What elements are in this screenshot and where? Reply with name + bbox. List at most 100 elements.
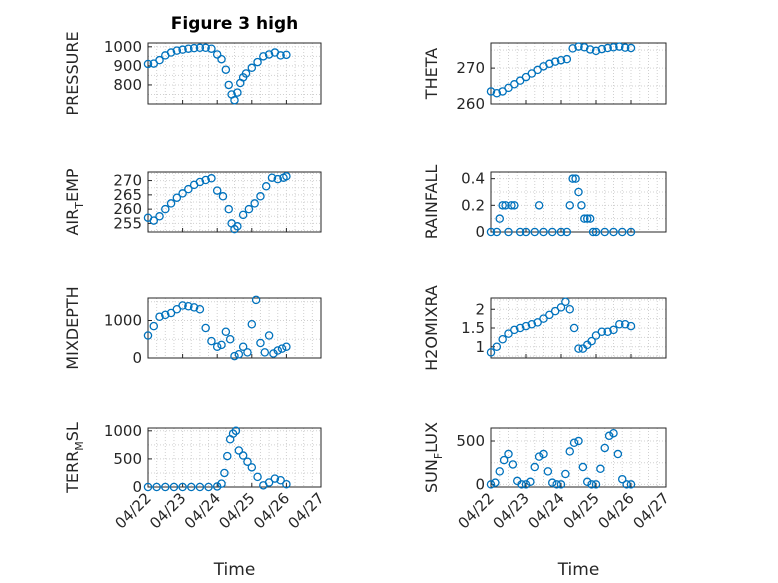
data-point <box>161 204 170 214</box>
data-point <box>597 327 607 336</box>
data-point <box>260 348 270 357</box>
data-point <box>178 189 187 198</box>
data-point <box>504 329 513 338</box>
data-point <box>574 436 583 446</box>
data-point <box>189 303 199 312</box>
data-point <box>217 340 226 350</box>
y-tick-label: 900 <box>113 57 142 75</box>
data-point <box>568 174 577 183</box>
data-point <box>243 348 252 357</box>
y-tick-label: 1 <box>475 338 485 356</box>
data-point <box>626 227 636 237</box>
data-point <box>184 44 193 53</box>
y-axis-label: H2OMIXRA <box>422 285 441 371</box>
x-tick-label: 04/26 <box>250 489 293 532</box>
y-tick-label: 1000 <box>104 422 142 440</box>
data-point <box>615 42 624 51</box>
data-point <box>244 204 254 214</box>
data-point <box>515 227 525 237</box>
x-tick-label: 04/25 <box>215 489 258 532</box>
data-point <box>149 321 159 331</box>
data-point <box>498 201 507 210</box>
data-point <box>220 468 229 478</box>
data-point <box>195 177 205 187</box>
data-point <box>510 201 519 210</box>
data-point <box>539 314 548 323</box>
data-point <box>550 57 560 66</box>
data-point <box>166 308 176 318</box>
data-point <box>178 301 187 310</box>
data-point <box>510 325 519 335</box>
y-tick-label: 500 <box>456 432 485 450</box>
data-point <box>233 222 242 231</box>
data-point <box>247 463 257 472</box>
data-point <box>282 342 291 351</box>
data-point <box>201 43 210 53</box>
data-point <box>620 43 630 52</box>
data-point <box>243 457 252 466</box>
data-point <box>591 227 601 237</box>
data-point <box>247 63 257 73</box>
data-point <box>597 44 607 54</box>
data-point <box>545 310 554 320</box>
data-point <box>212 186 222 195</box>
data-point <box>577 201 586 210</box>
data-point <box>282 50 291 60</box>
data-point <box>234 446 244 455</box>
y-tick-label: 265 <box>113 186 142 204</box>
data-point <box>184 301 193 311</box>
data-point <box>230 224 239 234</box>
data-point <box>603 43 612 53</box>
data-point <box>172 46 182 55</box>
data-point <box>561 297 570 306</box>
data-point <box>238 451 248 460</box>
data-point <box>234 349 244 359</box>
x-tick-label: 04/25 <box>560 489 603 532</box>
subplot-7: 0500100004/2204/2304/2404/2504/2604/27Ti… <box>104 422 328 580</box>
data-point <box>534 452 544 461</box>
axes-box <box>490 171 667 233</box>
y-tick-label: 0.4 <box>461 170 485 188</box>
data-point <box>574 187 583 197</box>
y-axis-label: PRESSURE <box>63 31 82 115</box>
data-point <box>562 54 572 64</box>
data-point <box>204 482 213 492</box>
data-point <box>486 87 496 96</box>
x-tick-label: 04/23 <box>490 489 533 532</box>
data-point <box>233 88 242 97</box>
data-point <box>504 227 513 237</box>
data-point <box>273 174 282 184</box>
data-point <box>267 173 277 182</box>
data-point <box>201 175 210 185</box>
data-point <box>277 344 287 353</box>
data-point <box>569 438 579 447</box>
data-point <box>545 59 554 69</box>
data-point <box>622 480 631 489</box>
axes-box <box>147 297 322 359</box>
data-point <box>228 429 238 438</box>
y-tick-label: 0.2 <box>461 196 485 214</box>
data-point <box>574 42 583 51</box>
y-axis-label: AIRTEMP <box>63 168 86 235</box>
data-point <box>501 201 510 210</box>
data-point <box>565 447 575 456</box>
data-point <box>238 342 248 351</box>
data-point <box>492 342 502 351</box>
y-axis-label: RAINFALL <box>422 165 441 240</box>
data-point <box>508 460 518 469</box>
data-point <box>609 43 618 52</box>
data-point <box>212 482 222 491</box>
data-point <box>498 334 507 344</box>
x-axis-label: Time <box>557 560 600 580</box>
data-point <box>583 214 592 223</box>
data-point <box>276 51 285 60</box>
data-point <box>492 227 502 237</box>
y-axis-label: THETA <box>422 48 441 100</box>
data-point <box>530 462 540 472</box>
data-point <box>556 480 566 489</box>
y-tick-label: 2 <box>475 300 485 318</box>
data-point <box>224 80 233 90</box>
data-point <box>253 57 262 67</box>
